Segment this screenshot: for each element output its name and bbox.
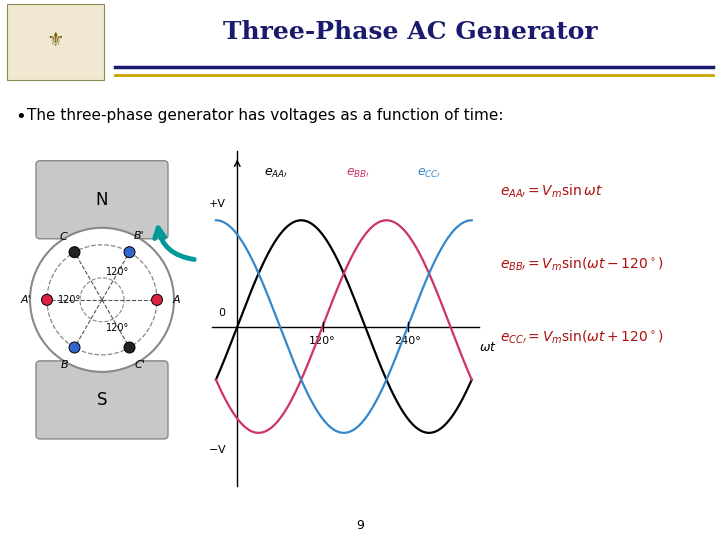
Text: 0: 0 <box>218 308 225 318</box>
Text: $e_{CC\prime} = V_m \sin(\omega t + 120^\circ)$: $e_{CC\prime} = V_m \sin(\omega t + 120^… <box>500 329 665 346</box>
Text: ⚜: ⚜ <box>47 31 64 50</box>
Text: B': B' <box>134 231 144 241</box>
FancyBboxPatch shape <box>36 361 168 439</box>
Text: A: A <box>172 295 180 305</box>
Text: C': C' <box>135 360 145 370</box>
Text: 120°: 120° <box>107 322 130 333</box>
Text: $e_{AA\prime}$: $e_{AA\prime}$ <box>264 167 288 180</box>
Text: 120°: 120° <box>58 295 81 305</box>
Text: $-$V: $-$V <box>208 443 227 455</box>
Text: S: S <box>96 391 107 409</box>
Text: +V: +V <box>209 199 226 210</box>
Text: $e_{AA\prime} = V_m \sin \omega t$: $e_{AA\prime} = V_m \sin \omega t$ <box>500 183 603 200</box>
Text: B: B <box>61 360 69 370</box>
Circle shape <box>42 294 53 305</box>
Text: $\omega t$: $\omega t$ <box>479 341 497 354</box>
Text: $e_{BB\prime} = V_m \sin(\omega t - 120^\circ)$: $e_{BB\prime} = V_m \sin(\omega t - 120^… <box>500 256 664 273</box>
Text: C: C <box>59 232 67 241</box>
Circle shape <box>151 294 163 305</box>
Text: $e_{BB\prime}$: $e_{BB\prime}$ <box>346 167 370 180</box>
Circle shape <box>69 342 80 353</box>
Text: 9: 9 <box>356 519 364 532</box>
Text: 120°: 120° <box>107 267 130 277</box>
Circle shape <box>30 228 174 372</box>
Text: N: N <box>96 191 108 209</box>
Circle shape <box>124 342 135 353</box>
Text: Three-Phase AC Generator: Three-Phase AC Generator <box>223 20 598 44</box>
Circle shape <box>124 247 135 258</box>
Text: The three-phase generator has voltages as a function of time:: The three-phase generator has voltages a… <box>27 107 503 123</box>
Bar <box>7 4 104 79</box>
Text: $e_{CC\prime}$: $e_{CC\prime}$ <box>417 167 441 180</box>
Circle shape <box>69 247 80 258</box>
Text: •: • <box>15 107 26 126</box>
Text: A': A' <box>21 295 31 305</box>
FancyBboxPatch shape <box>36 161 168 239</box>
